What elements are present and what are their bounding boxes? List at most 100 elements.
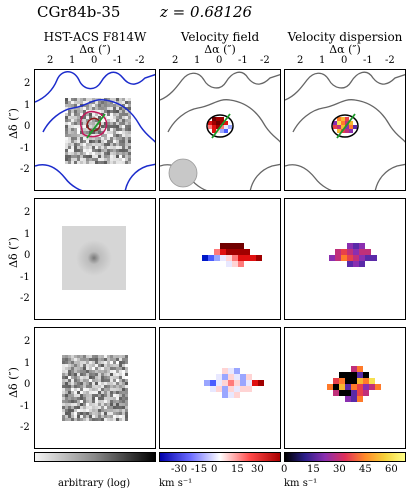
panel-dispersion-model (284, 198, 406, 320)
noise-pixel (74, 116, 77, 119)
noise-pixel (92, 388, 95, 391)
noise-pixel (119, 107, 122, 110)
noise-pixel (95, 137, 98, 140)
noise-pixel (77, 116, 80, 119)
noise-pixel (116, 125, 119, 128)
noise-pixel (77, 104, 80, 107)
noise-pixel (68, 125, 71, 128)
noise-pixel (113, 110, 116, 113)
noise-pixel (101, 406, 104, 409)
noise-pixel (68, 382, 71, 385)
noise-pixel (107, 406, 110, 409)
noise-pixel (113, 409, 116, 412)
spaxel (216, 125, 220, 129)
noise-pixel (110, 152, 113, 155)
noise-pixel (95, 391, 98, 394)
noise-pixel (74, 355, 77, 358)
noise-pixel (77, 400, 80, 403)
spaxel (363, 372, 369, 378)
spaxel (238, 249, 244, 255)
noise-pixel (116, 382, 119, 385)
noise-pixel (74, 376, 77, 379)
noise-pixel (95, 113, 98, 116)
noise-pixel (125, 134, 128, 137)
noise-pixel (80, 158, 83, 161)
noise-pixel (116, 385, 119, 388)
noise-pixel (92, 376, 95, 379)
y-tick-label: -2 (20, 164, 30, 175)
noise-pixel (95, 131, 98, 134)
noise-pixel (113, 158, 116, 161)
noise-pixel (74, 400, 77, 403)
noise-pixel (128, 149, 131, 152)
noise-pixel (95, 382, 98, 385)
noise-pixel (122, 370, 125, 373)
noise-pixel (125, 128, 128, 131)
spaxel (216, 117, 220, 121)
spaxel (204, 380, 210, 386)
noise-pixel (71, 113, 74, 116)
noise-pixel (83, 391, 86, 394)
noise-pixel (80, 367, 83, 370)
noise-pixel (86, 110, 89, 113)
noise-pixel (110, 137, 113, 140)
noise-pixel (89, 382, 92, 385)
noise-pixel (116, 131, 119, 134)
colorbar-tick-label: -15 (191, 464, 208, 475)
dispersion-contour-map (285, 71, 405, 190)
noise-pixel (80, 355, 83, 358)
noise-pixel (80, 385, 83, 388)
noise-pixel (83, 394, 86, 397)
noise-pixel (107, 125, 110, 128)
noise-pixel (68, 140, 71, 143)
panel-velocity-field-contours (159, 69, 281, 191)
noise-pixel (65, 358, 68, 361)
noise-pixel (77, 119, 80, 122)
noise-pixel (68, 104, 71, 107)
spaxel (226, 243, 232, 249)
noise-pixel (77, 134, 80, 137)
noise-pixel (122, 355, 125, 358)
noise-pixel (95, 355, 98, 358)
noise-pixel (122, 379, 125, 382)
noise-pixel (86, 355, 89, 358)
spaxel (214, 249, 220, 255)
noise-pixel (77, 128, 80, 131)
x-axis-label-hst: Δα (″) (79, 43, 111, 56)
noise-pixel (68, 364, 71, 367)
x-tick-label: -2 (385, 55, 395, 66)
noise-pixel (86, 406, 89, 409)
noise-pixel (98, 101, 101, 104)
noise-pixel (119, 418, 122, 421)
noise-pixel (98, 110, 101, 113)
noise-pixel (110, 379, 113, 382)
spaxel (347, 243, 353, 249)
noise-pixel (104, 149, 107, 152)
noise-pixel (68, 418, 71, 421)
noise-pixel (74, 391, 77, 394)
noise-pixel (98, 409, 101, 412)
noise-pixel (125, 367, 128, 370)
noise-pixel (68, 158, 71, 161)
noise-pixel (80, 394, 83, 397)
noise-pixel (104, 385, 107, 388)
noise-pixel (104, 406, 107, 409)
noise-pixel (107, 373, 110, 376)
noise-pixel (95, 161, 98, 164)
spaxel (345, 121, 349, 125)
noise-pixel (98, 400, 101, 403)
noise-pixel (101, 119, 104, 122)
noise-pixel (80, 122, 83, 125)
noise-pixel (98, 137, 101, 140)
noise-pixel (104, 382, 107, 385)
noise-pixel (101, 397, 104, 400)
noise-pixel (98, 140, 101, 143)
colorbar-tick-label: 30 (251, 464, 264, 475)
spaxel (216, 374, 222, 380)
noise-pixel (80, 161, 83, 164)
noise-pixel (86, 128, 89, 131)
noise-pixel (83, 140, 86, 143)
column-title-hst: HST-ACS F814W (43, 30, 147, 44)
noise-pixel (107, 161, 110, 164)
noise-pixel (107, 361, 110, 364)
